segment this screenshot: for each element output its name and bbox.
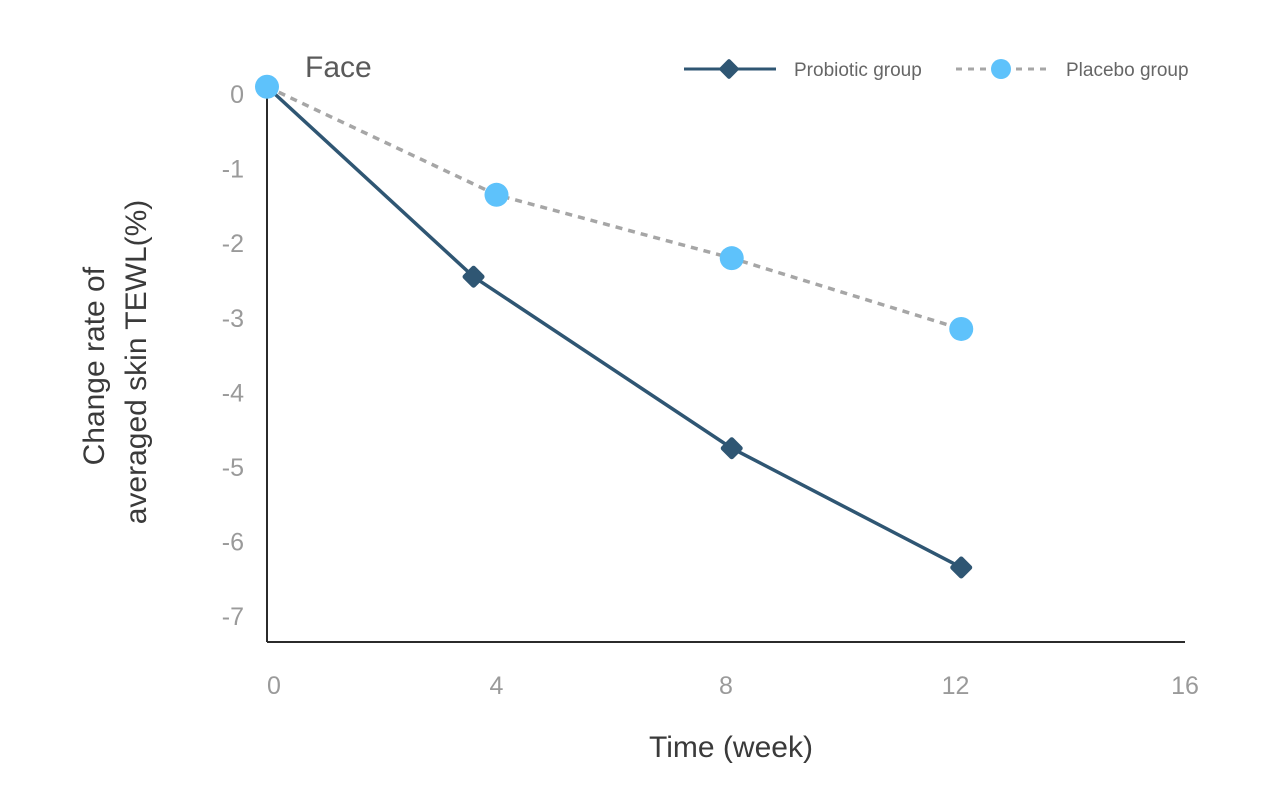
y-axis-title-line-1: Change rate of bbox=[78, 266, 111, 465]
series-group bbox=[255, 74, 974, 579]
probiotic-point bbox=[950, 556, 973, 579]
y-tick-label: -3 bbox=[222, 305, 244, 333]
legend: Probiotic group Placebo group bbox=[684, 59, 1189, 81]
placebo-point bbox=[949, 316, 974, 341]
probiotic-point bbox=[720, 437, 743, 460]
y-axis-title-line-2: averaged skin TEWL(%) bbox=[120, 200, 153, 525]
tick-labels: 0 4 8 12 16 0 -1 -2 -3 -4 -5 -6 -7 bbox=[222, 81, 1199, 700]
axes bbox=[266, 83, 1185, 643]
legend-diamond-marker bbox=[719, 59, 739, 79]
chart-title: Face bbox=[305, 51, 372, 84]
legend-label-probiotic: Probiotic group bbox=[794, 60, 922, 81]
series-line-probiotic bbox=[265, 85, 963, 570]
x-axis-title: Time (week) bbox=[649, 731, 813, 764]
y-tick-label: 0 bbox=[230, 81, 244, 109]
legend-item-probiotic: Probiotic group bbox=[684, 59, 922, 81]
series-line-placebo bbox=[266, 85, 962, 331]
y-tick-label: -4 bbox=[222, 379, 244, 407]
y-tick-label: -6 bbox=[222, 528, 244, 556]
x-tick-label: 8 bbox=[719, 672, 733, 700]
x-tick-label: 4 bbox=[490, 672, 504, 700]
legend-circle-marker bbox=[991, 59, 1011, 79]
y-tick-label: -1 bbox=[222, 156, 244, 184]
x-tick-label: 16 bbox=[1171, 672, 1199, 700]
y-tick-label: -2 bbox=[222, 230, 244, 258]
y-tick-label: -7 bbox=[222, 603, 244, 631]
legend-label-placebo: Placebo group bbox=[1066, 60, 1189, 81]
probiotic-point bbox=[462, 265, 485, 288]
placebo-point bbox=[255, 74, 279, 99]
placebo-point bbox=[719, 246, 744, 271]
placebo-point bbox=[484, 182, 509, 207]
x-tick-label: 0 bbox=[267, 672, 281, 700]
x-tick-label: 12 bbox=[942, 672, 970, 700]
y-tick-label: -5 bbox=[222, 454, 244, 482]
y-axis-title: Change rate of averaged skin TEWL(%) bbox=[78, 200, 153, 525]
legend-item-placebo: Placebo group bbox=[956, 59, 1189, 81]
